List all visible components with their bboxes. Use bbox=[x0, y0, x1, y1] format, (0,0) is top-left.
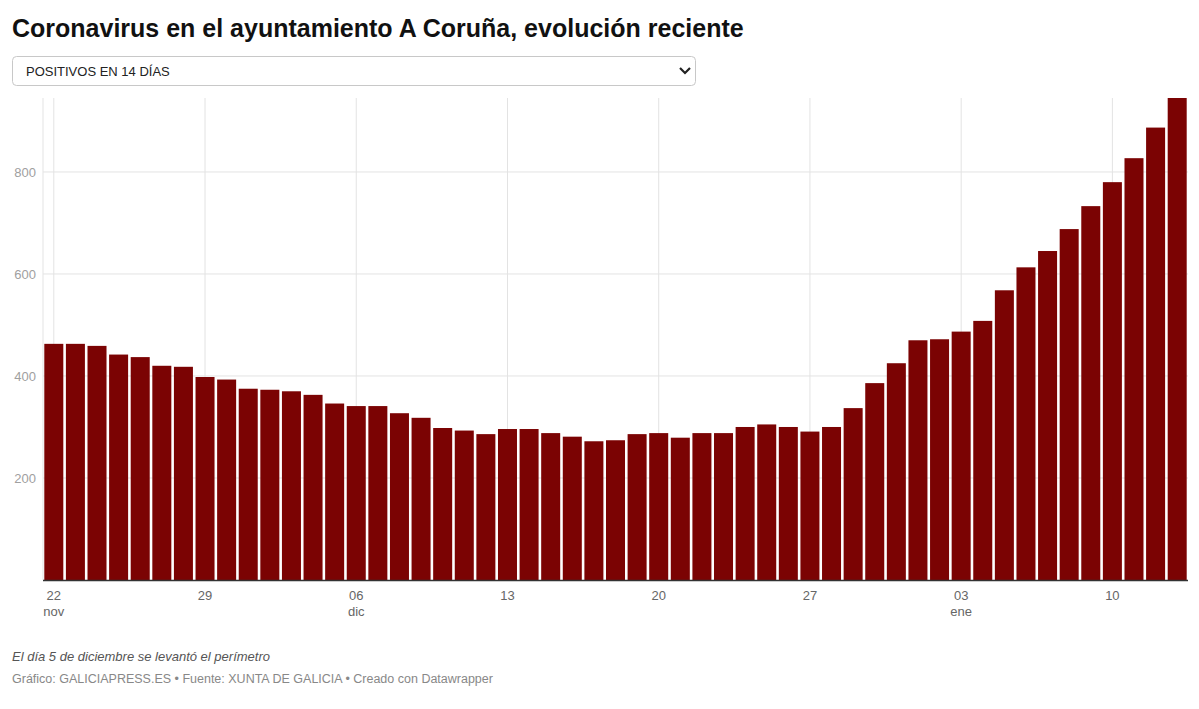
x-tick-label: 22nov bbox=[43, 588, 64, 619]
bar bbox=[174, 367, 193, 580]
x-tick-label: 03ene bbox=[950, 588, 972, 619]
bar bbox=[714, 433, 733, 580]
bars bbox=[44, 98, 1186, 580]
bar bbox=[736, 427, 755, 580]
y-grid-line bbox=[43, 273, 1188, 274]
dropdown-chevron bbox=[680, 68, 690, 73]
baseline bbox=[43, 580, 1188, 582]
y-tick-label: 200 bbox=[14, 471, 36, 486]
title: Coronavirus en el ayuntamiento A Coruña,… bbox=[12, 14, 744, 42]
bar bbox=[88, 346, 107, 580]
bar bbox=[1124, 158, 1143, 580]
bar bbox=[66, 344, 85, 580]
bar bbox=[239, 389, 258, 580]
y-grid-line bbox=[43, 171, 1188, 172]
bar bbox=[282, 391, 301, 580]
x-grid bbox=[54, 98, 1113, 580]
bar bbox=[952, 332, 971, 580]
bar bbox=[606, 440, 625, 580]
y-tick-label: 600 bbox=[14, 267, 36, 282]
bar bbox=[131, 357, 150, 580]
x-tick-label: 27 bbox=[803, 588, 817, 603]
bar bbox=[1038, 251, 1057, 580]
bar bbox=[800, 432, 819, 580]
bar bbox=[304, 395, 323, 580]
bar bbox=[44, 344, 63, 580]
bar bbox=[973, 321, 992, 580]
bar bbox=[1168, 98, 1187, 580]
x-axis: 22nov 29 06dic 13 20 27 03ene 10 bbox=[43, 588, 1119, 619]
bar bbox=[671, 438, 690, 580]
chart: Coronavirus en el ayuntamiento A Coruña,… bbox=[0, 0, 1199, 709]
x-tick-label: 06dic bbox=[348, 588, 365, 619]
bar bbox=[779, 427, 798, 580]
bar bbox=[260, 390, 279, 580]
bar bbox=[325, 404, 344, 580]
bar bbox=[628, 434, 647, 580]
bar bbox=[217, 380, 236, 580]
y-grid-line bbox=[43, 375, 1188, 376]
bar bbox=[649, 433, 668, 580]
annotation: El día 5 de diciembre se levantó el perí… bbox=[12, 649, 270, 664]
bar bbox=[822, 427, 841, 580]
bar bbox=[1146, 128, 1165, 580]
bar bbox=[995, 290, 1014, 580]
bar bbox=[930, 339, 949, 580]
bar bbox=[1016, 267, 1035, 580]
bar bbox=[152, 366, 171, 580]
bar bbox=[390, 413, 409, 580]
bar bbox=[563, 437, 582, 580]
bar bbox=[541, 433, 560, 580]
x-tick-label: 10 bbox=[1105, 588, 1119, 603]
bar bbox=[520, 429, 539, 580]
y-tick-label: 400 bbox=[14, 369, 36, 384]
source: Gráfico: GALICIAPRESS.ES • Fuente: XUNTA… bbox=[12, 672, 493, 686]
bar bbox=[1081, 206, 1100, 580]
bar bbox=[412, 418, 431, 580]
bar bbox=[455, 431, 474, 580]
bar bbox=[865, 383, 884, 580]
bar bbox=[908, 340, 927, 580]
bar bbox=[109, 355, 128, 580]
bar bbox=[498, 429, 517, 580]
dropdown-box bbox=[13, 57, 696, 86]
x-tick-label: 13 bbox=[500, 588, 514, 603]
y-tick-label: 800 bbox=[14, 165, 36, 180]
dropdown-label: POSITIVOS EN 14 DÍAS bbox=[26, 64, 170, 79]
bar bbox=[1060, 229, 1079, 580]
bar bbox=[692, 433, 711, 580]
bar bbox=[844, 408, 863, 580]
bar bbox=[196, 377, 215, 580]
y-axis-line bbox=[43, 98, 44, 580]
bar bbox=[433, 428, 452, 580]
bar bbox=[476, 434, 495, 580]
dropdown[interactable]: POSITIVOS EN 14 DÍAS bbox=[13, 57, 696, 86]
bar bbox=[368, 406, 387, 580]
bar bbox=[887, 363, 906, 580]
bar bbox=[1103, 182, 1122, 580]
bar bbox=[347, 406, 366, 580]
bar bbox=[757, 424, 776, 580]
bar bbox=[584, 441, 603, 580]
y-axis: 200 400 600 800 bbox=[14, 98, 1188, 580]
x-tick-label: 29 bbox=[198, 588, 212, 603]
x-tick-label: 20 bbox=[651, 588, 665, 603]
